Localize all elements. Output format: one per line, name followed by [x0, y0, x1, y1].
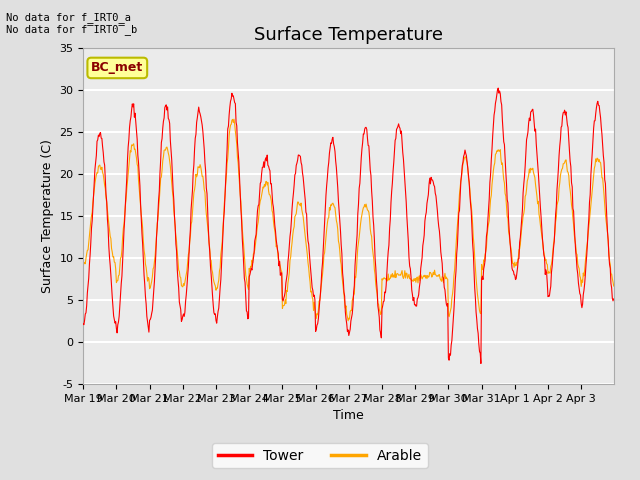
Text: No data for f̅IRT0̅_b: No data for f̅IRT0̅_b: [6, 24, 138, 35]
Text: BC_met: BC_met: [91, 61, 143, 74]
Title: Surface Temperature: Surface Temperature: [254, 25, 444, 44]
Legend: Tower, Arable: Tower, Arable: [212, 443, 428, 468]
X-axis label: Time: Time: [333, 409, 364, 422]
Y-axis label: Surface Temperature (C): Surface Temperature (C): [41, 139, 54, 293]
Text: No data for f_IRT0_a: No data for f_IRT0_a: [6, 12, 131, 23]
